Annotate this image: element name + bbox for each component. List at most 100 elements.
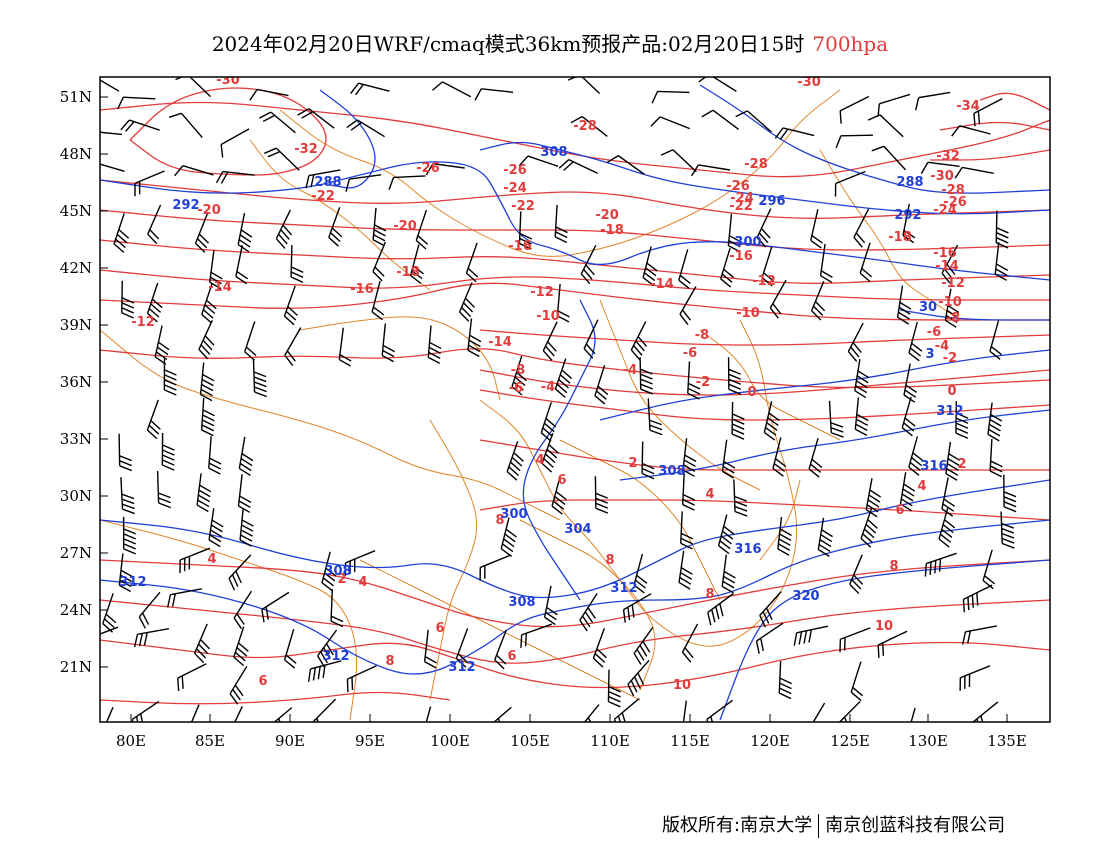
boundary-line <box>299 316 501 401</box>
wind-barb <box>200 397 215 437</box>
lon-label: 115E <box>670 732 710 750</box>
copyright-left: 版权所有:南京大学 <box>662 815 813 836</box>
lon-label: 100E <box>430 732 470 750</box>
temperature-label: 8 <box>605 553 614 568</box>
wind-barb <box>196 473 212 513</box>
wind-barb <box>409 244 424 285</box>
wind-barb <box>733 479 748 517</box>
temperature-label: -28 <box>941 183 965 198</box>
wind-barb <box>147 204 162 245</box>
temperature-contour <box>100 559 1050 628</box>
wind-barb <box>554 358 573 399</box>
lat-label: 24N <box>60 601 92 619</box>
wind-barb <box>283 285 298 326</box>
temperature-label: -2 <box>943 351 957 366</box>
wind-barb <box>941 244 959 284</box>
wind-barb <box>774 127 815 140</box>
wind-barb <box>989 439 1003 478</box>
wind-barb <box>938 508 956 548</box>
boundary-line <box>559 439 721 601</box>
temperature-label: 6 <box>557 473 566 488</box>
temperature-label: -20 <box>595 208 619 223</box>
wind-barb <box>179 547 211 574</box>
wind-barb <box>583 319 599 359</box>
wind-barb <box>681 623 699 663</box>
wind-barb <box>731 401 745 440</box>
wind-barb <box>542 321 558 361</box>
wind-barb <box>720 247 735 288</box>
wind-barbs <box>100 77 1017 722</box>
wind-barb <box>283 629 297 669</box>
wind-barb <box>759 591 782 628</box>
wind-barb <box>633 626 654 665</box>
height-label: 316 <box>734 542 761 557</box>
wind-barb <box>839 627 871 653</box>
temperature-label: -18 <box>888 230 912 245</box>
wind-barb <box>122 516 136 555</box>
boundary-line <box>819 149 961 321</box>
wind-barb <box>681 700 696 722</box>
wind-barb <box>244 321 257 361</box>
temperature-label: -16 <box>729 249 753 264</box>
wind-barb <box>995 210 1009 249</box>
wind-barb <box>520 623 553 648</box>
wind-barb <box>388 175 426 190</box>
lon-label: 95E <box>355 732 385 750</box>
wind-barb <box>721 554 736 594</box>
wind-barb <box>543 585 558 626</box>
temperature-label: -16 <box>508 239 532 254</box>
wind-barb <box>735 110 772 133</box>
wind-barb <box>134 170 165 197</box>
height-label: 292 <box>172 198 199 213</box>
wind-barb <box>372 241 386 282</box>
height-contour <box>522 299 596 601</box>
temperature-contour <box>479 329 1050 346</box>
wind-barb <box>261 591 290 623</box>
wind-barb <box>118 553 133 593</box>
lat-label: 27N <box>60 544 92 562</box>
wind-barb <box>100 130 123 136</box>
wind-barb <box>865 478 882 518</box>
wind-barb <box>161 432 175 471</box>
temperature-label: -12 <box>752 274 776 289</box>
temperature-label: -24 <box>503 181 527 196</box>
temperature-contour <box>100 691 451 705</box>
height-contour <box>619 409 1050 481</box>
wind-barb <box>350 82 390 96</box>
wind-barb <box>955 401 969 439</box>
wind-barb <box>208 508 224 548</box>
wind-barb <box>871 145 907 171</box>
lat-label: 42N <box>60 259 92 277</box>
wind-barb <box>146 399 161 440</box>
wind-barb <box>679 286 697 325</box>
height-label: 312 <box>322 649 349 664</box>
wind-barb <box>847 322 864 362</box>
wind-barb <box>690 164 731 177</box>
temperature-label: -6 <box>509 381 523 396</box>
temperature-label: -18 <box>600 223 624 238</box>
height-label: 308 <box>508 595 535 610</box>
wind-barb <box>120 477 135 515</box>
wind-barb <box>908 436 924 476</box>
wind-barb <box>962 625 998 645</box>
lon-label: 135E <box>987 732 1027 750</box>
temperature-label: 4 <box>358 575 367 590</box>
wind-barb <box>551 475 567 515</box>
height-contour <box>719 559 1050 721</box>
wind-barb <box>215 170 255 184</box>
wind-barb <box>777 517 792 556</box>
wind-barb <box>647 398 663 436</box>
boundary-line <box>599 299 761 491</box>
wind-barb <box>235 244 249 285</box>
temperature-label: -24 <box>933 203 957 218</box>
temperature-contour <box>100 639 1050 689</box>
wind-barb <box>228 554 252 591</box>
temperature-label: -6 <box>927 325 941 340</box>
wind-barb <box>102 593 117 633</box>
wind-barb <box>290 244 304 283</box>
height-label: 316 <box>920 459 947 474</box>
temperature-label: 6 <box>507 649 516 664</box>
wind-barb <box>769 279 787 319</box>
wind-barb <box>138 591 161 629</box>
